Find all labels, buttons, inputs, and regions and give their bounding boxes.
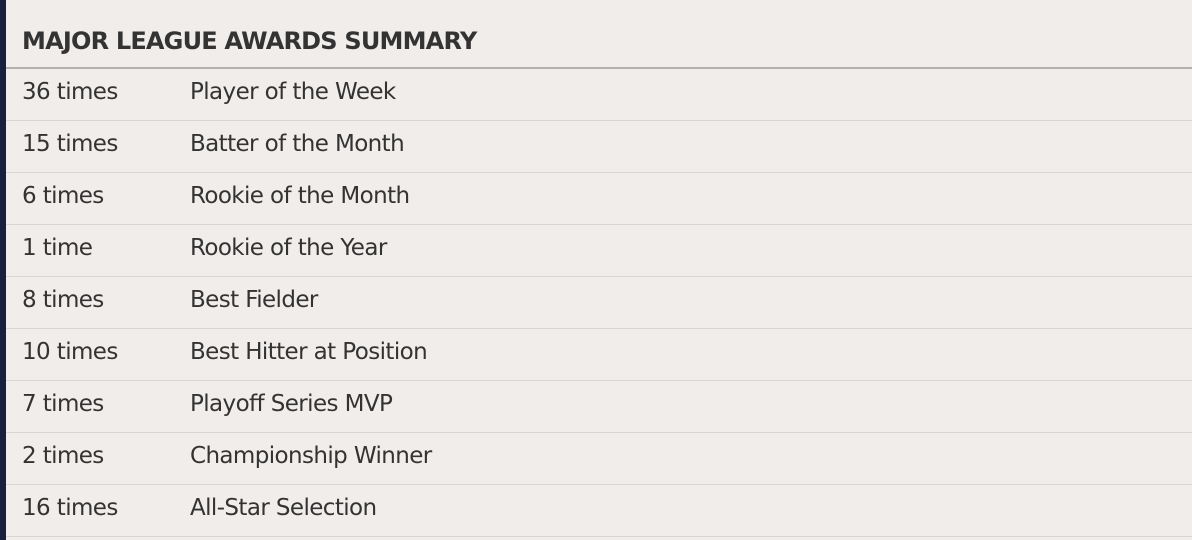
awards-table: 36 times Player of the Week 15 times Batter… [6, 69, 1192, 537]
award-name: Player of the Week [190, 79, 396, 105]
award-name: Rookie of the Year [190, 235, 387, 261]
table-row: 2 times Championship Winner [6, 433, 1192, 485]
award-count: 6 times [22, 183, 104, 209]
award-count: 1 time [22, 235, 93, 261]
award-name: Championship Winner [190, 443, 432, 469]
award-name: Playoff Series MVP [190, 391, 393, 417]
left-sidebar-edge [0, 0, 6, 540]
table-row: 15 times Batter of the Month [6, 121, 1192, 173]
award-name: Batter of the Month [190, 131, 405, 157]
award-name: Rookie of the Month [190, 183, 410, 209]
award-count: 7 times [22, 391, 104, 417]
award-name: All-Star Selection [190, 495, 377, 521]
award-count: 16 times [22, 495, 118, 521]
award-count: 15 times [22, 131, 118, 157]
award-count: 2 times [22, 443, 104, 469]
section-header: MAJOR LEAGUE AWARDS SUMMARY [6, 0, 1192, 69]
table-row: 6 times Rookie of the Month [6, 173, 1192, 225]
award-count: 8 times [22, 287, 104, 313]
award-name: Best Fielder [190, 287, 318, 313]
awards-summary-panel: MAJOR LEAGUE AWARDS SUMMARY 36 times Play… [6, 0, 1192, 537]
award-name: Best Hitter at Position [190, 339, 428, 365]
table-row: 8 times Best Fielder [6, 277, 1192, 329]
table-row: 7 times Playoff Series MVP [6, 381, 1192, 433]
table-row: 10 times Best Hitter at Position [6, 329, 1192, 381]
table-row: 1 time Rookie of the Year [6, 225, 1192, 277]
table-row: 16 times All-Star Selection [6, 485, 1192, 537]
award-count: 36 times [22, 79, 118, 105]
award-count: 10 times [22, 339, 118, 365]
table-row: 36 times Player of the Week [6, 69, 1192, 121]
section-title: MAJOR LEAGUE AWARDS SUMMARY [22, 27, 477, 55]
